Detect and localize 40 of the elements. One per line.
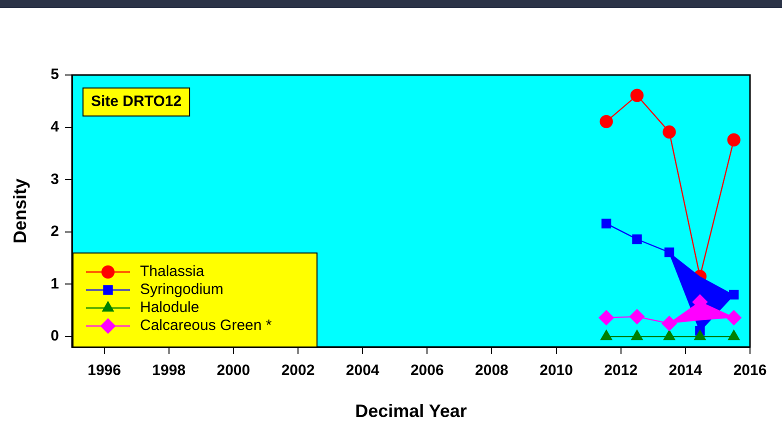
point	[664, 247, 674, 258]
x-tick-label: 2014	[668, 362, 703, 380]
point	[726, 310, 742, 326]
point	[630, 88, 644, 102]
annotation: Site DRTO12	[91, 93, 182, 110]
x-tick-label: 2004	[346, 362, 380, 380]
x-tick-label: 2006	[410, 362, 444, 380]
x-tick-label: 2016	[733, 362, 767, 380]
y-tick-label: 3	[50, 170, 59, 188]
legend-label: Calcareous Green *	[140, 317, 272, 334]
x-axis-title: Decimal Year	[355, 401, 467, 422]
x-tick-label: 1998	[152, 362, 186, 380]
x-tick-label: 2008	[475, 362, 508, 380]
y-tick-label: 5	[50, 66, 59, 84]
x-tick-label: 2012	[604, 362, 638, 380]
point	[600, 114, 613, 128]
point	[631, 330, 643, 340]
point	[632, 234, 642, 244]
point	[600, 330, 612, 340]
y-tick-label: 0	[50, 328, 59, 345]
x-tick-label: 1996	[88, 362, 121, 380]
point	[729, 290, 739, 300]
point	[663, 330, 676, 340]
y-tick-label: 4	[50, 118, 60, 136]
x-tick-label: 2010	[540, 362, 573, 380]
y-tick-label: 1	[50, 275, 59, 292]
point	[662, 125, 676, 139]
point	[598, 310, 614, 326]
y-tick-label: 2	[50, 223, 59, 240]
point	[601, 218, 612, 228]
y-axis-title: Density	[10, 178, 30, 244]
legend-label: Thalassia	[140, 263, 205, 280]
point	[728, 330, 740, 340]
x-tick-label: 2002	[281, 362, 315, 380]
legend-label: Halodule	[140, 299, 200, 316]
x-tick-label: 2000	[216, 362, 250, 380]
point	[727, 133, 740, 146]
legend-label: Syringodium	[140, 281, 224, 298]
point	[662, 316, 677, 332]
point	[629, 309, 645, 324]
